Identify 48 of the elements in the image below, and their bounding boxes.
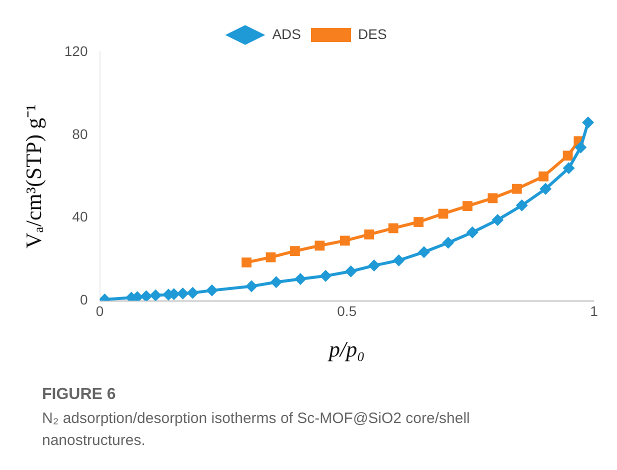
point — [206, 284, 218, 296]
point — [540, 182, 552, 195]
point — [582, 116, 594, 128]
point — [320, 270, 332, 282]
x-axis-title: p/p₀ — [326, 336, 365, 362]
point — [574, 141, 587, 154]
legend-label: DES — [358, 26, 387, 42]
point — [314, 240, 325, 251]
point — [290, 246, 300, 256]
point — [150, 289, 162, 301]
point — [294, 273, 306, 286]
point — [466, 226, 478, 238]
point — [562, 162, 575, 174]
y-tick-label: 120 — [64, 42, 88, 59]
point — [392, 254, 405, 266]
point — [512, 184, 522, 194]
point — [488, 193, 498, 204]
point — [562, 150, 573, 161]
point — [242, 257, 252, 268]
text: N₂ adsorption/desorption isotherms of Sc-MOF@SiO2 core/shell nanostructures. — [42, 409, 471, 451]
y-tick-label: 0 — [80, 292, 88, 308]
point — [340, 236, 350, 246]
point — [462, 201, 472, 211]
point — [176, 288, 189, 300]
point — [516, 199, 528, 212]
point — [186, 286, 199, 299]
point — [266, 252, 276, 262]
point — [368, 260, 380, 272]
point — [245, 280, 258, 292]
x-tick-label: 0.5 — [337, 303, 357, 320]
point — [492, 214, 504, 226]
point — [364, 230, 374, 240]
point — [442, 236, 454, 249]
point — [538, 171, 549, 182]
caption: FIGURE 6 — [42, 386, 117, 404]
point — [140, 290, 152, 301]
x-tick-label: 0 — [96, 303, 104, 320]
point — [344, 265, 357, 278]
point — [414, 217, 424, 227]
legend-label: ADS — [272, 26, 302, 42]
y-tick-label: 80 — [72, 126, 88, 142]
point — [270, 276, 282, 288]
y-axis-title: Vₐ/cm³(STP) g⁻¹ — [20, 104, 46, 248]
point — [388, 223, 398, 234]
point — [438, 208, 448, 219]
point — [418, 246, 430, 258]
x-tick-label: 1 — [590, 303, 598, 320]
y-tick-label: 40 — [72, 208, 88, 225]
